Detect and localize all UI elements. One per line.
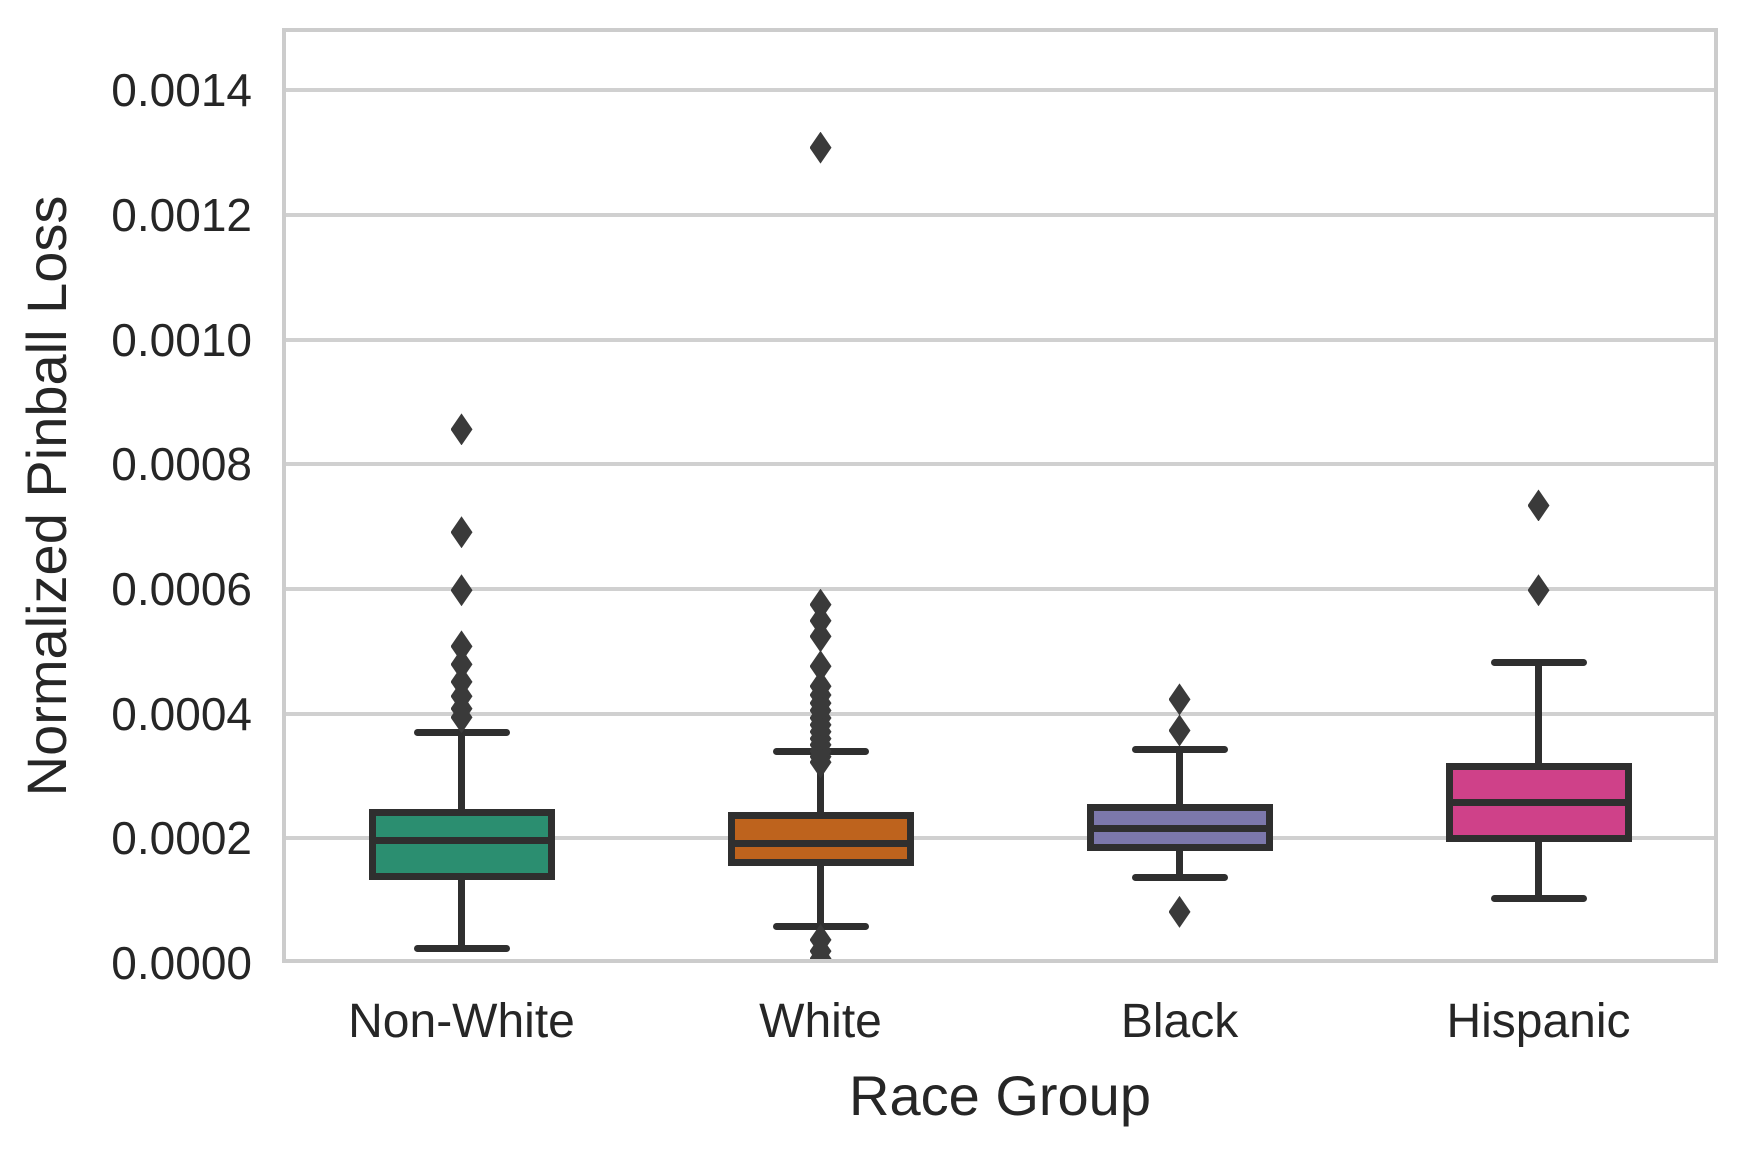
y-tick-label: 0.0006 (111, 563, 252, 615)
y-tick-label: 0.0014 (111, 64, 252, 117)
whisker-cap-bottom (1131, 874, 1228, 882)
outlier-diamond (809, 131, 832, 164)
outlier-diamond (809, 746, 832, 779)
y-tick-label: 0.0008 (111, 438, 252, 491)
box-rect (727, 812, 914, 867)
gridline (282, 711, 1718, 716)
box-rect (368, 809, 555, 881)
outlier-diamond (1168, 895, 1191, 928)
outlier-diamond (1527, 574, 1550, 607)
gridline (282, 88, 1718, 93)
outlier-diamond (1527, 489, 1550, 522)
outlier-diamond (450, 701, 473, 734)
whisker-cap-top (1490, 659, 1587, 667)
gridline (282, 961, 1718, 963)
outlier-diamond (450, 630, 473, 663)
outlier-diamond (450, 574, 473, 607)
gridline (282, 587, 1718, 591)
median-line (1452, 799, 1625, 807)
x-tick-label: Black (1120, 995, 1239, 1048)
x-tick-label: Non-White (348, 995, 575, 1048)
outlier-diamond (450, 413, 473, 446)
outlier-diamond (1168, 683, 1191, 716)
median-line (1093, 825, 1266, 833)
median-line (734, 839, 907, 847)
outlier-diamond (450, 516, 473, 549)
outlier-diamond (450, 648, 473, 681)
outlier-diamond (809, 650, 832, 683)
gridline (282, 836, 1718, 841)
y-tick-label: 0.0002 (111, 812, 252, 865)
gridline (282, 337, 1718, 342)
outlier-diamond (809, 620, 832, 653)
outlier-diamond (809, 588, 832, 621)
y-tick-label: 0.0004 (111, 687, 252, 740)
plot-area (282, 28, 1718, 963)
whisker-cap-bottom (413, 944, 510, 952)
gridline (282, 213, 1718, 217)
y-tick-label: 0.0010 (111, 313, 252, 366)
x-tick-label: Hispanic (1446, 995, 1631, 1048)
x-tick-label: White (759, 995, 882, 1048)
y-tick-label: 0.0012 (111, 189, 252, 241)
y-tick-label: 0.0000 (111, 937, 252, 989)
median-line (375, 837, 548, 845)
x-axis-label: Race Group (849, 1064, 1151, 1127)
outlier-diamond (1168, 714, 1191, 747)
whisker-cap-bottom (1490, 894, 1587, 902)
whisker-cap-top (1131, 746, 1228, 754)
gridline (282, 462, 1718, 467)
